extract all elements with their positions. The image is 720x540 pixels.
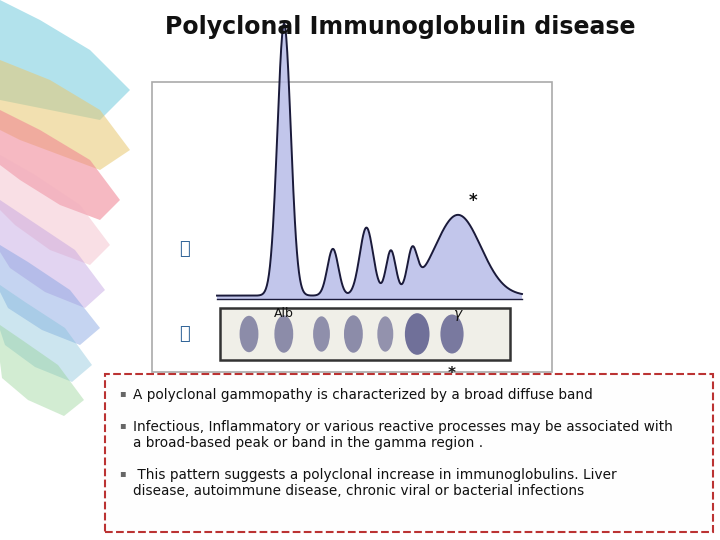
Polygon shape xyxy=(0,60,130,170)
Ellipse shape xyxy=(313,316,330,352)
Polygon shape xyxy=(0,325,84,416)
Text: Infectious, Inflammatory or various reactive processes may be associated with: Infectious, Inflammatory or various reac… xyxy=(133,420,673,434)
Text: ▪: ▪ xyxy=(119,420,125,430)
Text: *: * xyxy=(448,366,456,381)
Ellipse shape xyxy=(441,314,464,354)
Polygon shape xyxy=(0,155,110,265)
Ellipse shape xyxy=(274,315,293,353)
Text: *: * xyxy=(469,192,477,210)
Text: Ⓐ: Ⓐ xyxy=(179,240,189,258)
Text: a broad-based peak or band in the gamma region .: a broad-based peak or band in the gamma … xyxy=(133,436,483,450)
Text: γ: γ xyxy=(454,307,462,321)
Ellipse shape xyxy=(240,316,258,352)
FancyBboxPatch shape xyxy=(152,82,552,372)
Text: disease, autoimmune disease, chronic viral or bacterial infections: disease, autoimmune disease, chronic vir… xyxy=(133,484,584,498)
FancyBboxPatch shape xyxy=(105,374,713,532)
Polygon shape xyxy=(0,200,105,308)
Bar xyxy=(220,308,510,360)
Polygon shape xyxy=(0,110,120,220)
Text: Alb: Alb xyxy=(274,307,294,320)
Polygon shape xyxy=(0,0,130,120)
Text: Polyclonal Immunoglobulin disease: Polyclonal Immunoglobulin disease xyxy=(165,15,635,39)
Text: Ⓑ: Ⓑ xyxy=(179,325,189,343)
Text: ▪: ▪ xyxy=(119,468,125,478)
Text: A polyclonal gammopathy is characterized by a broad diffuse band: A polyclonal gammopathy is characterized… xyxy=(133,388,593,402)
Ellipse shape xyxy=(377,316,393,352)
Text: This pattern suggests a polyclonal increase in immunoglobulins. Liver: This pattern suggests a polyclonal incre… xyxy=(133,468,616,482)
Text: ▪: ▪ xyxy=(119,388,125,398)
Ellipse shape xyxy=(405,313,430,355)
Polygon shape xyxy=(217,24,522,299)
Ellipse shape xyxy=(344,315,363,353)
Polygon shape xyxy=(0,285,92,382)
Polygon shape xyxy=(0,245,100,345)
